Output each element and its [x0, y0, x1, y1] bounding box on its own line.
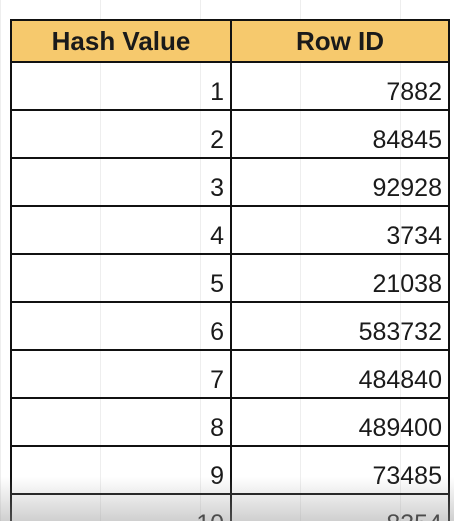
cell-hash-value[interactable]: 9	[10, 445, 232, 495]
table-row: 4 3734	[10, 205, 450, 255]
cell-row-id[interactable]: 73485	[230, 445, 450, 495]
cell-hash-value[interactable]: 8	[10, 397, 232, 447]
cell-row-id[interactable]: 3734	[230, 205, 450, 255]
cell-row-id[interactable]: 92928	[230, 157, 450, 207]
table-row: 10 8354	[10, 493, 450, 521]
header-row: Hash Value Row ID	[10, 19, 450, 63]
table-row: 9 73485	[10, 445, 450, 495]
header-hash-value[interactable]: Hash Value	[10, 19, 232, 63]
cell-hash-value[interactable]: 7	[10, 349, 232, 399]
table-row: 5 21038	[10, 253, 450, 303]
table-row: 7 484840	[10, 349, 450, 399]
table-row: 6 583732	[10, 301, 450, 351]
table-row: 2 84845	[10, 109, 450, 159]
cell-hash-value[interactable]: 6	[10, 301, 232, 351]
table-row: 3 92928	[10, 157, 450, 207]
cell-hash-value[interactable]: 3	[10, 157, 232, 207]
cell-hash-value[interactable]: 4	[10, 205, 232, 255]
cell-hash-value[interactable]: 2	[10, 109, 232, 159]
cell-row-id[interactable]: 8354	[230, 493, 450, 521]
cell-row-id[interactable]: 489400	[230, 397, 450, 447]
cell-row-id[interactable]: 484840	[230, 349, 450, 399]
header-row-id[interactable]: Row ID	[230, 19, 450, 63]
cell-row-id[interactable]: 84845	[230, 109, 450, 159]
cell-row-id[interactable]: 7882	[230, 61, 450, 111]
cell-row-id[interactable]: 21038	[230, 253, 450, 303]
cell-hash-value[interactable]: 1	[10, 61, 232, 111]
cell-row-id[interactable]: 583732	[230, 301, 450, 351]
hash-table: Hash Value Row ID 1 7882 2 84845 3 92928…	[10, 19, 450, 521]
table-row: 8 489400	[10, 397, 450, 447]
cell-hash-value[interactable]: 5	[10, 253, 232, 303]
cell-hash-value[interactable]: 10	[10, 493, 232, 521]
table-row: 1 7882	[10, 61, 450, 111]
